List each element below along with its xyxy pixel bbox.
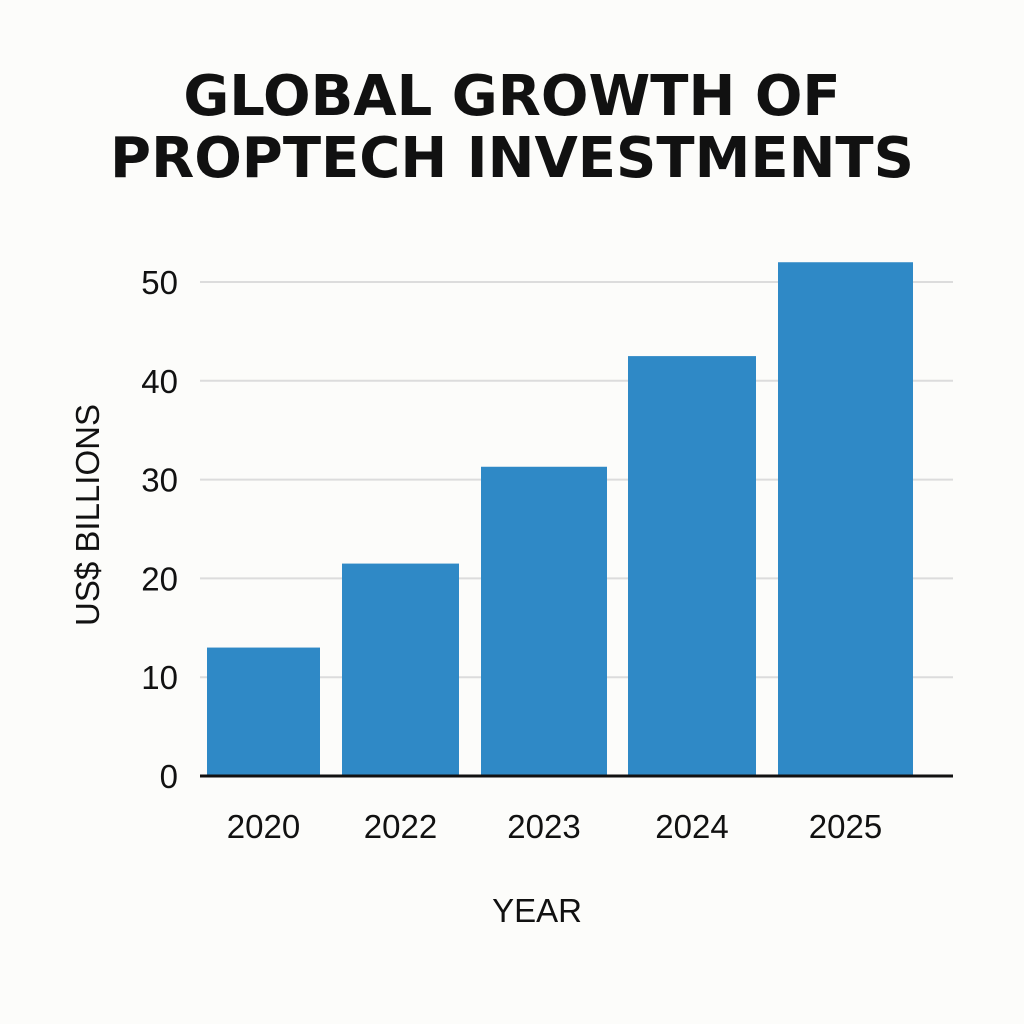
bar-2024 — [628, 356, 756, 776]
x-tick-label-2023: 2023 — [507, 808, 580, 845]
y-tick-label-30: 30 — [141, 462, 178, 499]
y-axis-title: US$ BILLIONS — [69, 404, 106, 626]
chart-title: GLOBAL GROWTH OF PROPTECH INVESTMENTS — [0, 66, 1024, 190]
bar-2022 — [342, 563, 459, 776]
x-tick-label-2025: 2025 — [809, 808, 882, 845]
y-tick-labels: 0 10 20 30 40 50 — [141, 264, 178, 795]
y-tick-label-20: 20 — [141, 560, 178, 597]
y-tick-label-0: 0 — [160, 758, 178, 795]
bar-2025 — [778, 262, 913, 776]
chart-title-line-2: PROPTECH INVESTMENTS — [110, 126, 914, 191]
x-axis-title: YEAR — [492, 892, 582, 929]
y-tick-label-10: 10 — [141, 659, 178, 696]
bar-2020 — [207, 647, 320, 776]
x-tick-label-2022: 2022 — [364, 808, 437, 845]
bars — [207, 262, 913, 776]
x-tick-label-2020: 2020 — [227, 808, 300, 845]
chart-title-line-1: GLOBAL GROWTH OF — [183, 64, 841, 129]
bar-2023 — [481, 466, 607, 776]
y-tick-label-40: 40 — [141, 363, 178, 400]
y-tick-label-50: 50 — [141, 264, 178, 301]
x-tick-label-2024: 2024 — [655, 808, 728, 845]
x-tick-labels: 2020 2022 2023 2024 2025 — [227, 808, 882, 845]
